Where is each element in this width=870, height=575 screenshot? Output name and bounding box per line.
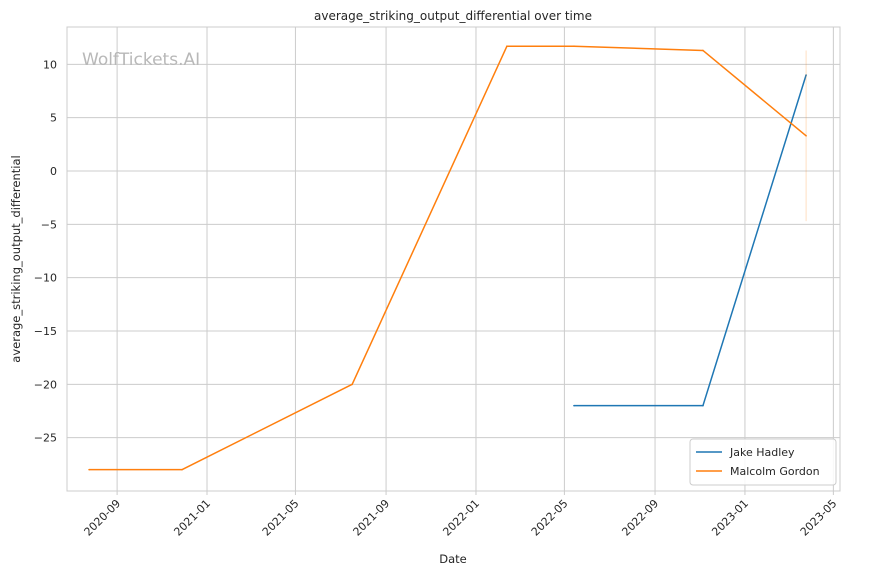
watermark-text: WolfTickets.AI (82, 50, 200, 70)
legend-box (689, 438, 837, 486)
y-tick-label: −25 (34, 432, 57, 445)
x-tick-label: 2022-09 (619, 497, 661, 539)
data-point-jake-hadley (805, 74, 807, 76)
data-point-malcolm-gordon (88, 468, 90, 471)
data-point-malcolm-gordon (573, 45, 575, 47)
x-tick-label: 2022-01 (440, 497, 482, 539)
x-tick-label: 2021-05 (260, 497, 302, 539)
x-tick-label: 2020-09 (82, 497, 124, 539)
x-tick-label: 2023-01 (709, 497, 751, 539)
plot-area (66, 26, 841, 492)
data-point-malcolm-gordon (181, 468, 183, 471)
x-axis-title: Date (439, 552, 467, 566)
data-point-malcolm-gordon (351, 383, 353, 386)
legend-label-jake-hadley: Jake Hadley (729, 446, 795, 459)
y-tick-label: −20 (34, 378, 57, 391)
y-tick-label: −15 (34, 325, 57, 338)
y-tick-label: −10 (34, 272, 57, 285)
x-tick-label: 2021-09 (350, 497, 392, 539)
series-line-jake-hadley (573, 74, 807, 407)
data-point-jake-hadley (573, 404, 575, 407)
grid (67, 27, 840, 495)
y-tick-label: −5 (41, 218, 57, 231)
y-tick-label: 5 (50, 112, 57, 125)
x-tick-label: 2021-01 (171, 497, 213, 539)
y-tick-label: 0 (50, 165, 57, 178)
x-tick-label: 2022-05 (529, 497, 571, 539)
chart-title: average_striking_output_differential ove… (314, 9, 592, 23)
data-point-malcolm-gordon (805, 135, 807, 137)
y-tick-label: 10 (43, 58, 57, 71)
y-axis-title: average_striking_output_differential (9, 155, 23, 362)
data-point-jake-hadley (702, 404, 704, 407)
data-point-malcolm-gordon (702, 49, 704, 52)
legend-label-malcolm-gordon: Malcolm Gordon (730, 465, 820, 478)
legend: Jake Hadley Malcolm Gordon (689, 438, 837, 486)
x-tick-label: 2023-05 (798, 497, 840, 539)
data-point-malcolm-gordon (506, 45, 508, 47)
series-layer (88, 45, 807, 471)
